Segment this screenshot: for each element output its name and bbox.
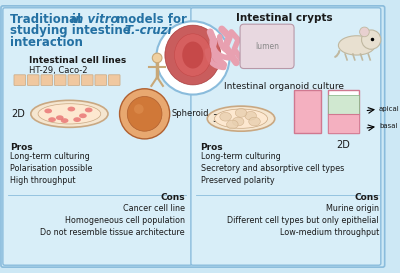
Text: High throughput: High throughput <box>10 176 75 185</box>
Ellipse shape <box>338 36 375 55</box>
Ellipse shape <box>85 108 92 112</box>
Text: basal: basal <box>379 123 397 129</box>
Ellipse shape <box>38 104 101 124</box>
FancyBboxPatch shape <box>68 75 80 85</box>
FancyBboxPatch shape <box>14 75 26 85</box>
Text: Murine origin: Murine origin <box>326 204 379 213</box>
FancyBboxPatch shape <box>191 8 381 265</box>
Circle shape <box>360 27 369 37</box>
Ellipse shape <box>220 112 231 121</box>
Ellipse shape <box>61 118 68 123</box>
Text: Cons: Cons <box>160 193 185 202</box>
Text: 2D: 2D <box>336 140 350 150</box>
FancyBboxPatch shape <box>328 94 359 114</box>
Text: Low-medium throughput: Low-medium throughput <box>280 228 379 237</box>
Circle shape <box>120 89 170 139</box>
Text: lumen: lumen <box>255 42 279 51</box>
Text: Long-term culturing: Long-term culturing <box>200 152 280 161</box>
Text: Long-term culturing: Long-term culturing <box>10 152 89 161</box>
Text: Homogeneous cell population: Homogeneous cell population <box>65 216 185 225</box>
FancyBboxPatch shape <box>328 114 359 133</box>
Text: Do not resemble tissue architecture: Do not resemble tissue architecture <box>40 228 185 237</box>
Circle shape <box>134 104 144 114</box>
Text: models for: models for <box>112 13 187 26</box>
Ellipse shape <box>182 41 204 69</box>
Text: in vitro: in vitro <box>71 13 119 26</box>
FancyBboxPatch shape <box>240 24 294 69</box>
Text: HT-29, Caco-2: HT-29, Caco-2 <box>29 66 88 75</box>
Text: interaction: interaction <box>10 36 82 49</box>
Text: Traditional: Traditional <box>10 13 85 26</box>
Ellipse shape <box>48 117 56 122</box>
Circle shape <box>362 30 381 49</box>
Text: 3D: 3D <box>212 114 226 124</box>
FancyBboxPatch shape <box>294 90 321 133</box>
FancyBboxPatch shape <box>28 75 39 85</box>
Text: Spheroid: Spheroid <box>172 109 209 118</box>
FancyBboxPatch shape <box>54 75 66 85</box>
Text: Pros: Pros <box>10 143 32 152</box>
Ellipse shape <box>79 113 87 118</box>
Text: Polarisation possible: Polarisation possible <box>10 164 92 173</box>
FancyBboxPatch shape <box>41 75 52 85</box>
Ellipse shape <box>207 106 275 131</box>
Ellipse shape <box>235 109 247 117</box>
Text: Secretory and absorptive cell types: Secretory and absorptive cell types <box>200 164 344 173</box>
Text: Intestinal cell lines: Intestinal cell lines <box>29 56 126 65</box>
Ellipse shape <box>226 120 238 129</box>
Ellipse shape <box>174 34 211 76</box>
Ellipse shape <box>44 109 52 113</box>
Text: Intestinal organoid culture: Intestinal organoid culture <box>224 82 344 91</box>
Text: 2D: 2D <box>12 109 26 119</box>
Text: Cancer cell line: Cancer cell line <box>123 204 185 213</box>
FancyBboxPatch shape <box>328 90 359 133</box>
Ellipse shape <box>232 117 244 126</box>
FancyBboxPatch shape <box>82 75 93 85</box>
FancyBboxPatch shape <box>1 6 385 267</box>
Text: apical: apical <box>379 106 400 112</box>
Ellipse shape <box>249 117 260 126</box>
Circle shape <box>152 53 162 63</box>
Ellipse shape <box>214 109 268 128</box>
Text: T. cruzi: T. cruzi <box>125 24 172 37</box>
Text: studying intestine -: studying intestine - <box>10 24 139 37</box>
Ellipse shape <box>56 115 64 120</box>
Text: Intestinal crypts: Intestinal crypts <box>236 13 333 23</box>
Ellipse shape <box>68 107 75 111</box>
FancyBboxPatch shape <box>108 75 120 85</box>
Ellipse shape <box>31 100 108 127</box>
Circle shape <box>156 21 230 94</box>
Ellipse shape <box>73 117 81 122</box>
FancyBboxPatch shape <box>3 8 192 265</box>
Text: Different cell types but only epithelial: Different cell types but only epithelial <box>227 216 379 225</box>
Ellipse shape <box>165 25 221 85</box>
Ellipse shape <box>245 111 256 120</box>
Text: Cons: Cons <box>354 193 379 202</box>
Circle shape <box>127 96 162 131</box>
Text: Pros: Pros <box>200 143 223 152</box>
FancyBboxPatch shape <box>95 75 106 85</box>
Text: Preserved polarity: Preserved polarity <box>200 176 274 185</box>
